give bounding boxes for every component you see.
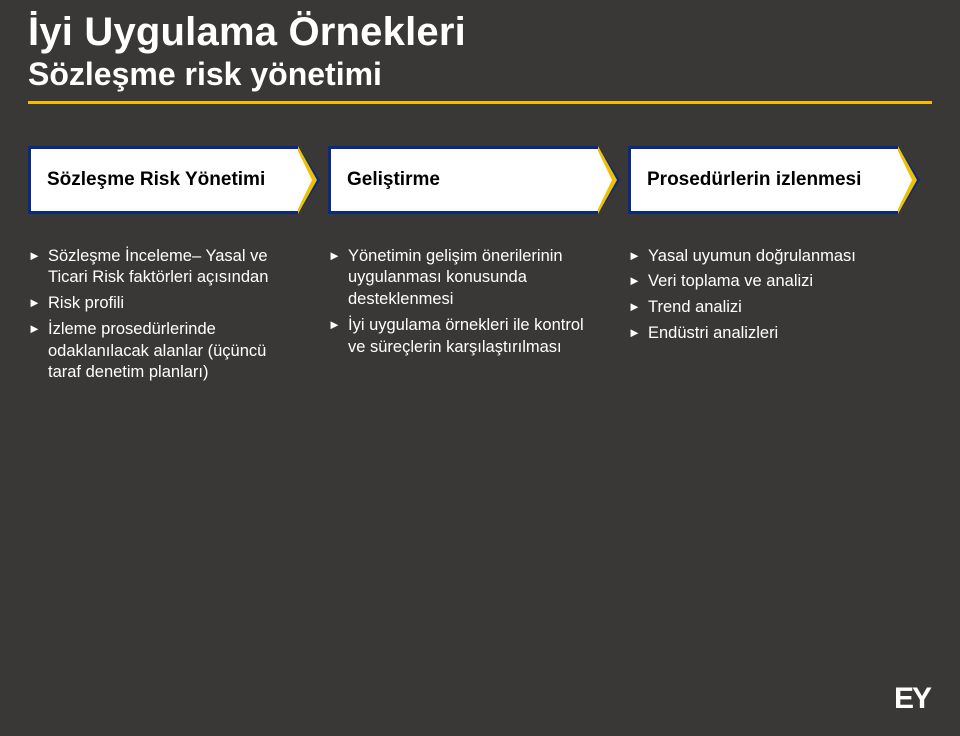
column-1: Sözleşme İnceleme– Yasal ve Ticari Risk … [28,246,298,389]
bullet-list: Yönetimin gelişim önerilerinin uygulanma… [328,246,598,359]
list-item: Veri toplama ve analizi [628,271,898,293]
chevron-step-1: Sözleşme Risk Yönetimi [28,146,298,214]
chevron-step-2: Geliştirme [328,146,598,214]
list-item: İyi uygulama örnekleri ile kontrol ve sü… [328,315,598,359]
list-item: Yönetimin gelişim önerilerinin uygulanma… [328,246,598,311]
title-divider [28,101,932,104]
slide: İyi Uygulama Örnekleri Sözleşme risk yön… [0,0,960,736]
column-2: Yönetimin gelişim önerilerinin uygulanma… [328,246,598,389]
ey-logo: EY [894,682,930,716]
column-3: Yasal uyumun doğrulanması Veri toplama v… [628,246,898,389]
list-item: Risk profili [28,293,298,315]
list-item: Endüstri analizleri [628,323,898,345]
slide-title: İyi Uygulama Örnekleri [28,10,932,55]
chevron-label: Sözleşme Risk Yönetimi [47,169,265,191]
content-columns: Sözleşme İnceleme– Yasal ve Ticari Risk … [28,246,932,389]
list-item: İzleme prosedürlerinde odaklanılacak ala… [28,319,298,384]
chevron-label: Prosedürlerin izlenmesi [647,169,861,191]
chevron-label: Geliştirme [347,169,440,191]
list-item: Sözleşme İnceleme– Yasal ve Ticari Risk … [28,246,298,290]
process-chevrons: Sözleşme Risk Yönetimi Geliştirme Prosed… [28,146,932,214]
bullet-list: Yasal uyumun doğrulanması Veri toplama v… [628,246,898,345]
list-item: Trend analizi [628,297,898,319]
bullet-list: Sözleşme İnceleme– Yasal ve Ticari Risk … [28,246,298,385]
slide-subtitle: Sözleşme risk yönetimi [28,57,932,93]
chevron-step-3: Prosedürlerin izlenmesi [628,146,898,214]
list-item: Yasal uyumun doğrulanması [628,246,898,268]
